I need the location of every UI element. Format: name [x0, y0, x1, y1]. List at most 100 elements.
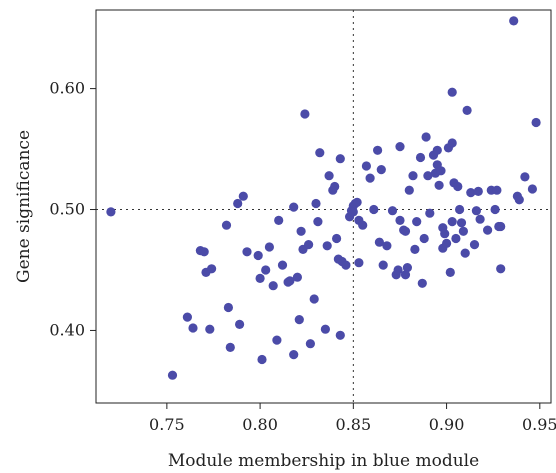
- data-point: [272, 335, 282, 345]
- data-point: [483, 225, 493, 235]
- data-point: [382, 241, 392, 251]
- data-point: [447, 138, 457, 148]
- data-points: [106, 16, 541, 380]
- data-point: [242, 247, 252, 257]
- data-point: [393, 265, 403, 275]
- data-point: [400, 226, 411, 236]
- data-point: [182, 312, 192, 322]
- data-point: [425, 208, 435, 218]
- data-point: [311, 198, 321, 209]
- data-point: [527, 184, 538, 194]
- data-point: [471, 206, 481, 216]
- data-point: [296, 226, 306, 236]
- data-point: [408, 171, 418, 181]
- data-point: [292, 272, 302, 282]
- data-point: [106, 207, 116, 217]
- data-point: [496, 221, 506, 232]
- data-point: [373, 145, 383, 155]
- data-point: [289, 202, 299, 212]
- data-point: [268, 281, 278, 291]
- data-point: [304, 240, 314, 250]
- data-point: [352, 197, 362, 207]
- data-point: [460, 248, 470, 258]
- data-point: [332, 233, 342, 244]
- data-point: [509, 16, 519, 26]
- data-point: [374, 237, 384, 247]
- y-tick-label: 0.50: [49, 200, 85, 219]
- data-point: [257, 354, 267, 365]
- data-point: [404, 185, 414, 195]
- data-point: [442, 238, 452, 248]
- data-point: [233, 198, 243, 209]
- data-point: [289, 350, 299, 360]
- data-point: [223, 302, 233, 313]
- data-point: [365, 173, 375, 183]
- data-point: [261, 265, 271, 275]
- data-point: [358, 220, 368, 230]
- x-tick-label: 0.90: [429, 415, 465, 434]
- data-point: [402, 263, 412, 273]
- data-point: [188, 323, 198, 333]
- data-point: [419, 233, 429, 244]
- data-point: [415, 152, 426, 163]
- data-point: [221, 220, 232, 230]
- data-point: [341, 260, 351, 270]
- data-point: [205, 324, 215, 334]
- data-point: [315, 148, 325, 158]
- data-point: [423, 171, 433, 181]
- data-point: [335, 154, 345, 164]
- data-point: [434, 180, 444, 190]
- data-point: [410, 244, 420, 254]
- data-point: [447, 217, 457, 227]
- x-axis-ticks: 0.75 0.80 0.85 0.90 0.95: [149, 403, 556, 434]
- data-point: [330, 181, 340, 192]
- data-point: [285, 276, 295, 286]
- data-point: [447, 87, 457, 97]
- data-point: [167, 370, 178, 380]
- data-point: [496, 264, 506, 274]
- data-point: [475, 214, 485, 224]
- data-point: [369, 204, 379, 215]
- data-point: [264, 242, 274, 252]
- data-point: [421, 132, 431, 142]
- data-point: [436, 166, 446, 176]
- data-point: [400, 270, 411, 280]
- data-point: [453, 181, 463, 192]
- y-axis-label: Gene significance: [14, 130, 34, 283]
- data-point: [451, 233, 461, 244]
- data-point: [378, 260, 388, 270]
- data-point: [348, 207, 358, 217]
- data-point: [361, 161, 371, 171]
- data-point: [462, 105, 472, 115]
- y-tick-label: 0.40: [49, 320, 85, 339]
- data-point: [412, 217, 422, 227]
- data-point: [432, 145, 442, 155]
- data-point: [255, 273, 265, 283]
- y-axis-ticks: 0.40 0.50 0.60: [49, 79, 96, 339]
- data-point: [313, 217, 323, 227]
- data-point: [207, 264, 217, 274]
- data-point: [456, 218, 467, 228]
- data-point: [238, 191, 248, 201]
- data-point: [274, 215, 284, 225]
- data-point: [320, 324, 330, 334]
- data-point: [277, 260, 288, 270]
- x-tick-label: 0.95: [522, 415, 556, 434]
- data-point: [417, 278, 427, 288]
- data-point: [469, 240, 480, 250]
- data-point: [294, 315, 304, 325]
- data-point: [395, 142, 405, 152]
- data-point: [458, 226, 468, 236]
- x-tick-label: 0.85: [336, 415, 372, 434]
- data-point: [387, 206, 398, 216]
- data-point: [531, 117, 541, 128]
- data-point: [395, 215, 405, 225]
- x-tick-label: 0.75: [149, 415, 185, 434]
- data-point: [324, 171, 334, 181]
- data-point: [473, 186, 483, 196]
- data-point: [520, 172, 530, 182]
- data-point: [235, 319, 245, 329]
- x-axis-label: Module membership in blue module: [168, 451, 479, 471]
- data-point: [253, 250, 263, 261]
